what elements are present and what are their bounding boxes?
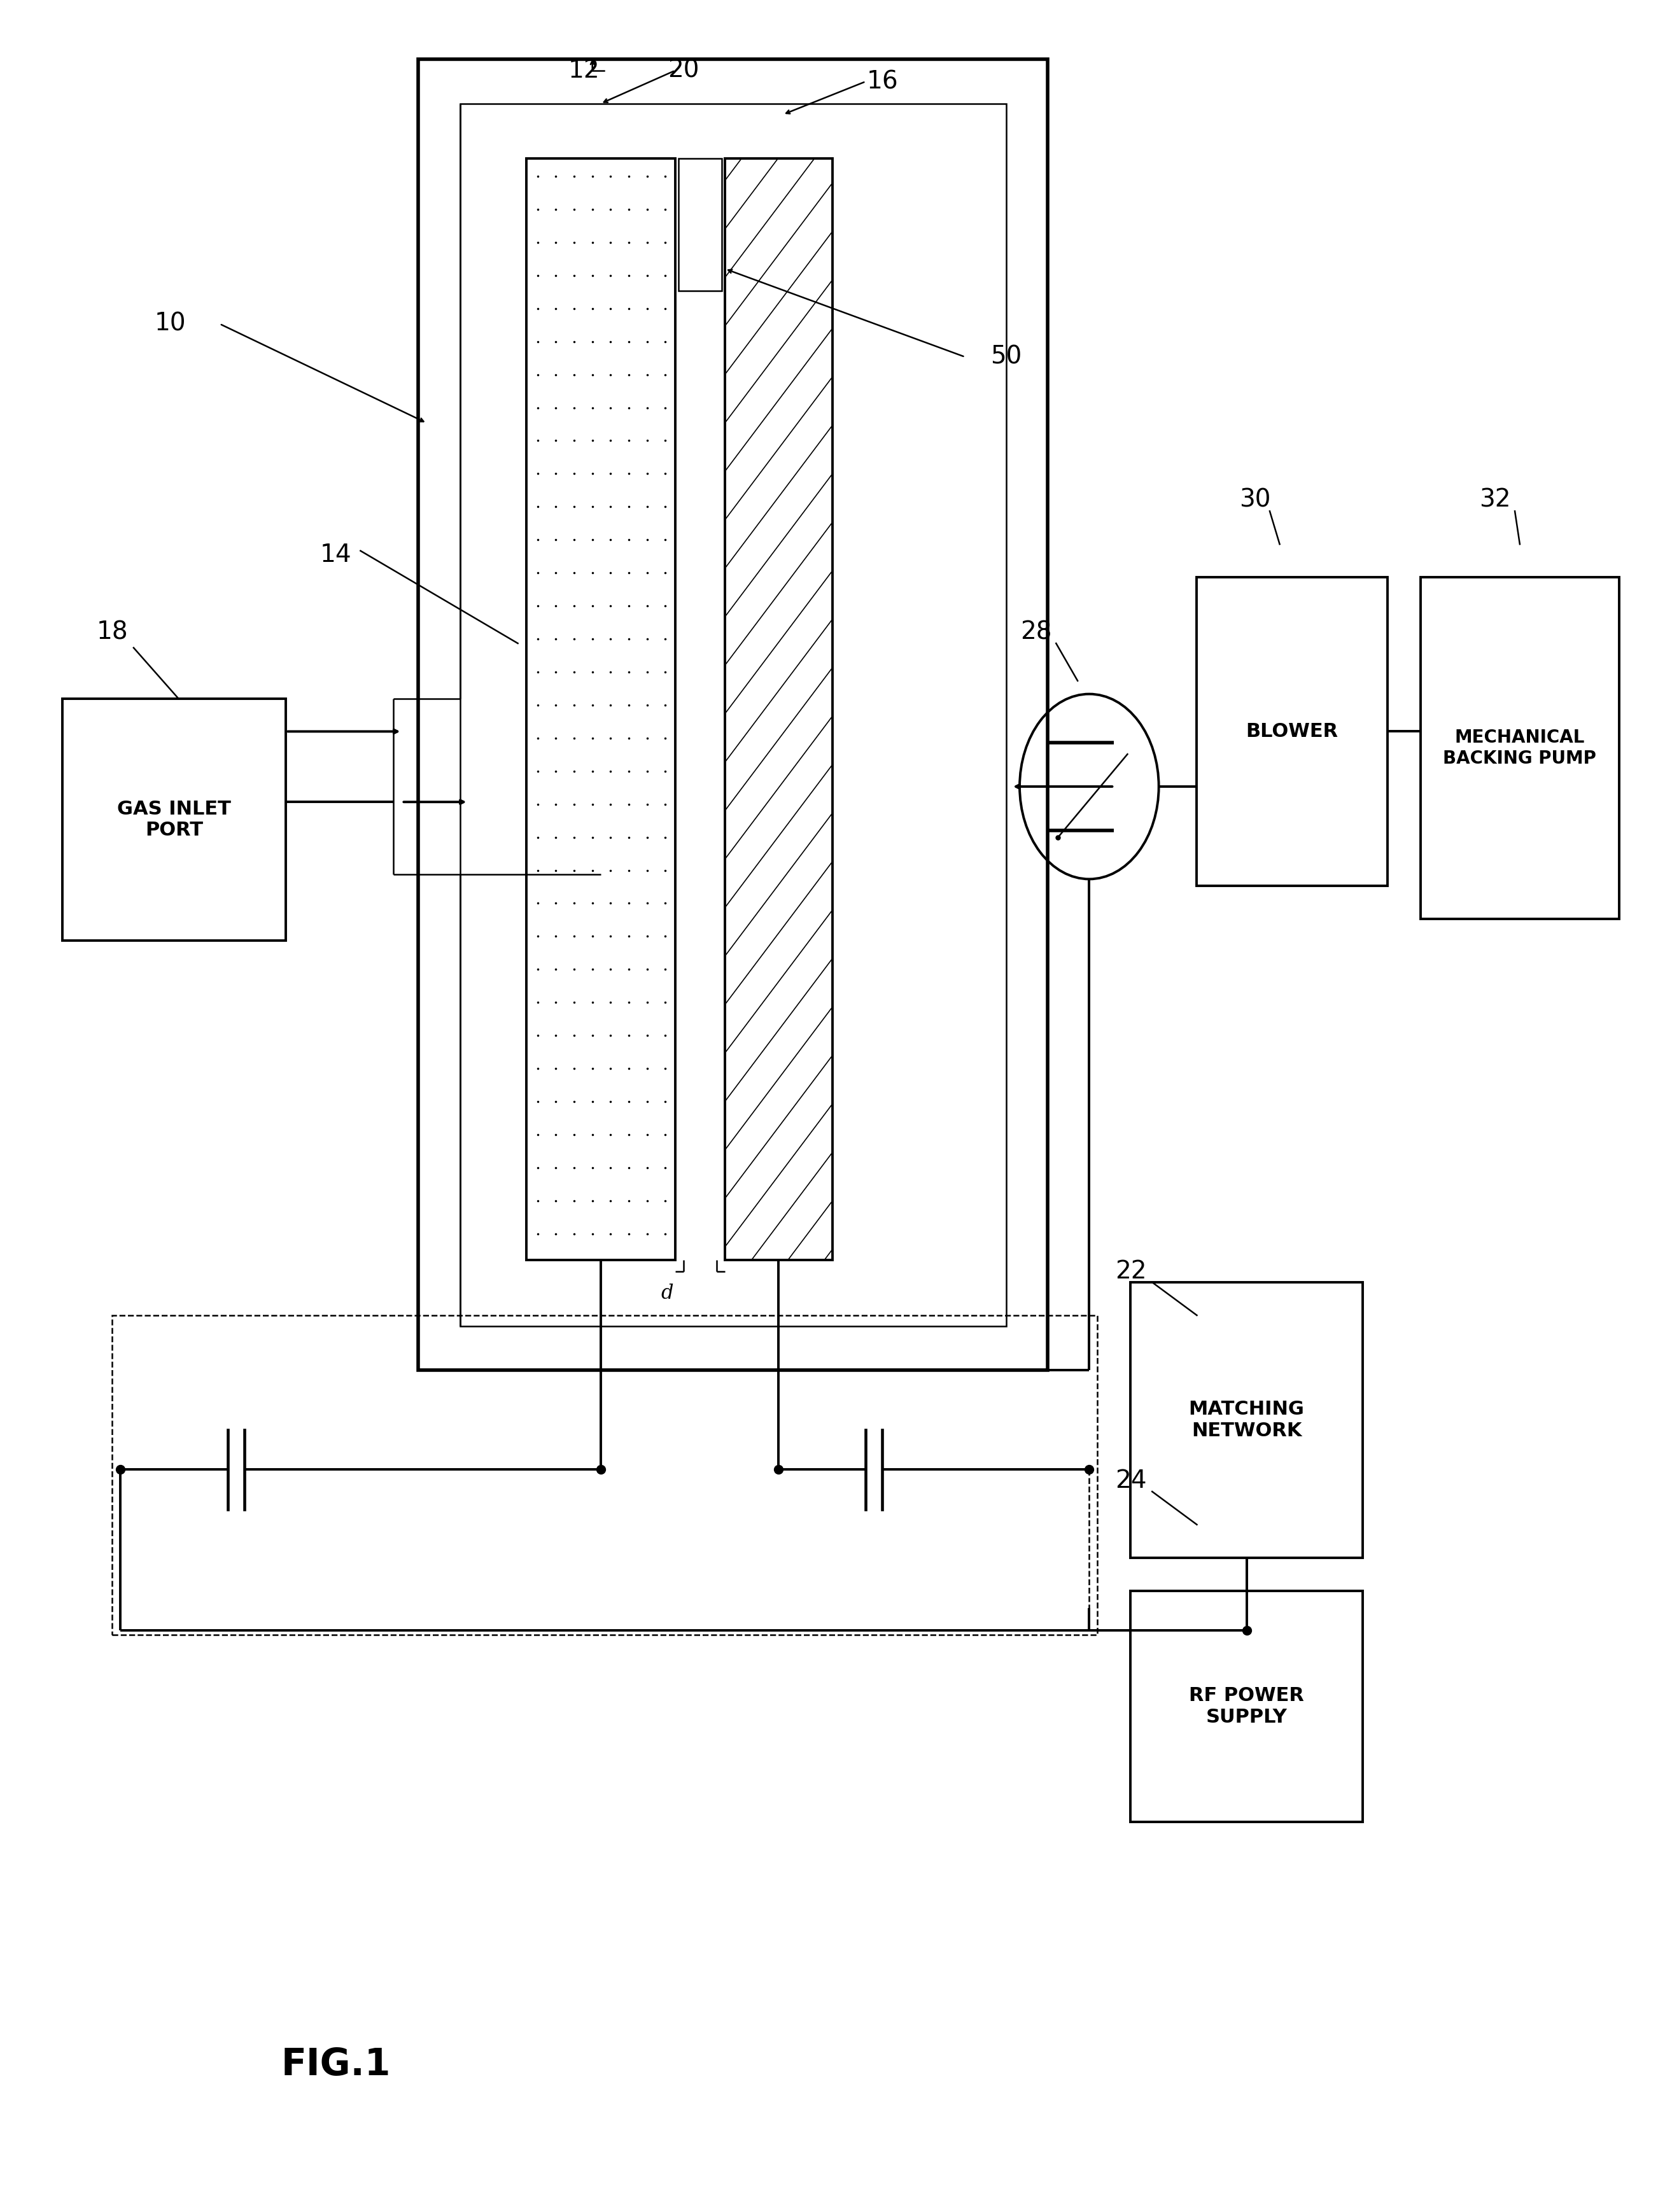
Bar — [460, 104, 1006, 1327]
Text: 32: 32 — [1479, 489, 1510, 513]
Text: MECHANICAL
BACKING PUMP: MECHANICAL BACKING PUMP — [1444, 728, 1597, 768]
Bar — [1131, 1283, 1362, 1557]
Bar — [678, 159, 721, 290]
Text: 10: 10 — [155, 312, 186, 336]
Bar — [724, 159, 832, 1261]
Text: 20: 20 — [668, 58, 699, 82]
Text: 16: 16 — [866, 69, 897, 93]
Bar — [62, 699, 286, 940]
Bar — [418, 60, 1047, 1371]
Text: 14: 14 — [320, 544, 351, 566]
Bar — [1420, 577, 1618, 918]
Text: MATCHING
NETWORK: MATCHING NETWORK — [1189, 1400, 1304, 1440]
Text: d: d — [661, 1283, 673, 1303]
Bar — [1197, 577, 1387, 885]
Text: RF POWER
SUPPLY: RF POWER SUPPLY — [1189, 1686, 1304, 1725]
Text: GAS INLET
PORT: GAS INLET PORT — [117, 801, 231, 841]
Text: 28: 28 — [1021, 619, 1052, 644]
Text: 18: 18 — [97, 619, 128, 644]
Bar — [1131, 1590, 1362, 1823]
Text: 12: 12 — [568, 58, 599, 82]
Text: 50: 50 — [991, 345, 1022, 369]
Bar — [526, 159, 676, 1261]
Bar — [112, 1316, 1097, 1635]
Text: FIG.1: FIG.1 — [281, 2046, 391, 2081]
Text: 22: 22 — [1116, 1259, 1147, 1283]
Text: BLOWER: BLOWER — [1245, 723, 1339, 741]
Text: 24: 24 — [1116, 1469, 1147, 1493]
Text: 30: 30 — [1239, 489, 1270, 513]
